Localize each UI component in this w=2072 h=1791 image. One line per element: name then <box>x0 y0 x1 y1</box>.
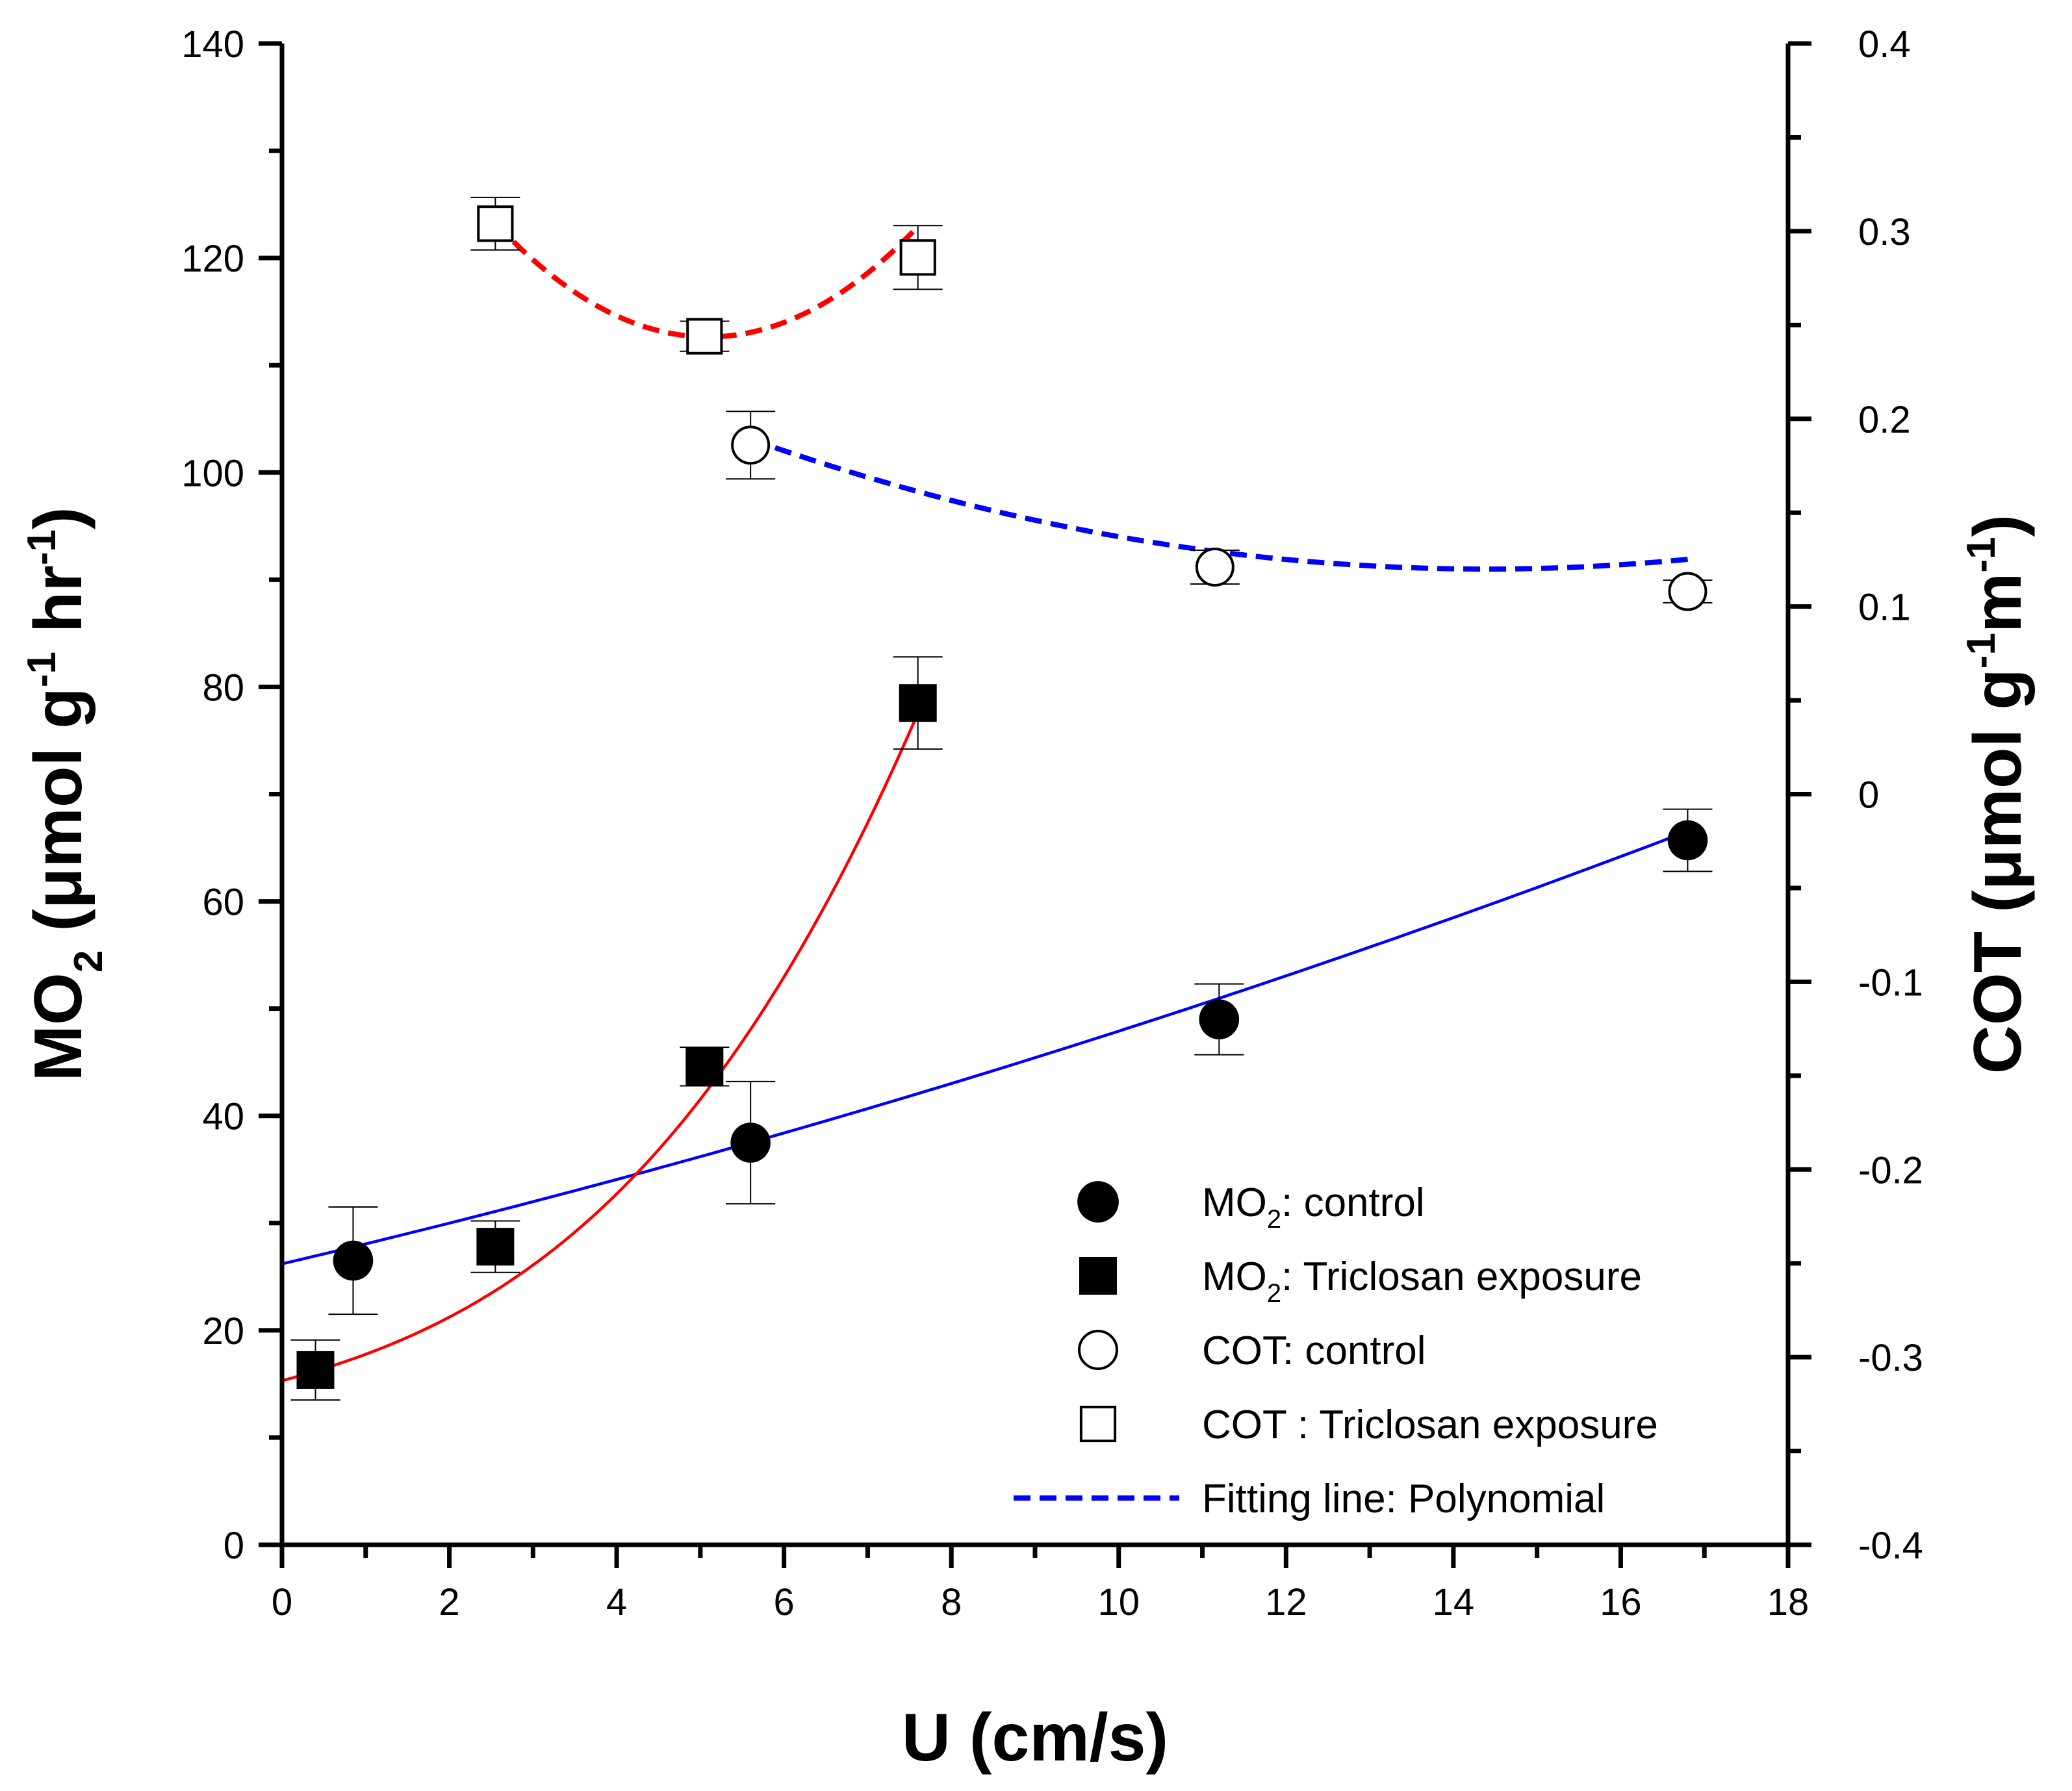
data-point-s4-p1 <box>477 205 514 242</box>
y-right-tick-label: -0.1 <box>1858 961 1923 1004</box>
y-left-title-sup-b: -1 <box>19 529 64 565</box>
data-point-s1-p1 <box>333 1240 374 1281</box>
data-point-s2-p2 <box>476 1228 515 1266</box>
data-point-s3-p1 <box>731 426 771 465</box>
y-left-tick-label: 20 <box>202 1310 244 1353</box>
y-right-tick-label: 0.4 <box>1858 23 1911 66</box>
legend-label-sub: 2 <box>1267 1205 1281 1234</box>
legend-label-main: MO <box>1202 1254 1267 1299</box>
fit-line-2 <box>281 712 919 1382</box>
x-tick-label: 2 <box>439 1581 459 1623</box>
y-left-axis-title: MO2 (μmol g-1 hr-1) <box>19 507 111 1081</box>
y-left-title-unit-b: hr <box>21 565 96 652</box>
x-tick-label: 0 <box>272 1581 292 1623</box>
y-right-title-close: ) <box>1960 514 2036 537</box>
y-left-tick-label: 140 <box>181 23 244 66</box>
y-right-axis-title: COT (μmol g-1m-1) <box>1959 514 2036 1074</box>
y-left-title-sub: 2 <box>66 950 111 972</box>
y-right-tick-label: 0 <box>1858 774 1879 817</box>
y-left-title-close: ) <box>21 507 96 529</box>
data-point-s1-p2 <box>730 1123 771 1163</box>
legend-marker-1 <box>1077 1181 1119 1223</box>
legend-label-rest: : control <box>1281 1180 1425 1225</box>
data-point-s4-p3 <box>899 239 936 276</box>
y-right-title-main: COT (μmol g <box>1960 668 2036 1074</box>
x-tick-label: 10 <box>1098 1581 1140 1623</box>
legend-label-sub: 2 <box>1267 1279 1281 1308</box>
y-left-tick-label: 80 <box>202 667 244 709</box>
legend-label-2: MO2: Triclosan exposure <box>1202 1254 1642 1308</box>
y-right-title-sup: -1 <box>1959 633 2004 668</box>
y-right-tick-label: -0.2 <box>1858 1149 1923 1191</box>
y-left-tick-label: 100 <box>181 452 244 494</box>
legend-label-main: COT: control <box>1202 1328 1426 1373</box>
data-point-s2-p4 <box>899 684 937 722</box>
x-tick-label: 8 <box>941 1581 962 1623</box>
y-right-title-sup-b: -1 <box>1959 537 2004 572</box>
x-axis-title: U (cm/s) <box>902 1700 1168 1775</box>
y-left-tick-label: 0 <box>224 1525 244 1567</box>
fit-line-3 <box>749 437 1693 572</box>
y-right-title-unit-b: m <box>1960 573 2036 633</box>
x-tick-label: 4 <box>606 1581 627 1623</box>
y-right-tick-label: -0.4 <box>1858 1525 1923 1567</box>
legend-label-1: MO2: control <box>1202 1180 1425 1234</box>
y-left-title-main: MO <box>21 972 96 1082</box>
y-right-tick-label: 0.2 <box>1858 399 1911 441</box>
data-point-s3-p2 <box>1195 547 1234 587</box>
plot-area <box>281 196 1713 1401</box>
legend-label-3: COT: control <box>1202 1328 1426 1373</box>
y-left-tick-label: 40 <box>202 1096 244 1138</box>
y-right-tick-label: 0.3 <box>1858 211 1911 253</box>
x-tick-label: 12 <box>1265 1581 1307 1623</box>
data-point-s2-p3 <box>685 1047 724 1086</box>
fit-line-1 <box>281 828 1693 1265</box>
legend-label-4: COT : Triclosan exposure <box>1202 1403 1658 1447</box>
legend-marker-2 <box>1079 1257 1117 1295</box>
y-right-tick-label: 0.1 <box>1858 587 1911 629</box>
legend-marker-3 <box>1078 1330 1118 1370</box>
x-tick-label: 14 <box>1433 1581 1475 1623</box>
legend-label-rest: : Triclosan exposure <box>1281 1254 1642 1299</box>
legend-label-main: COT : Triclosan exposure <box>1202 1403 1658 1447</box>
legend-label-main: Fitting line: Polynomial <box>1202 1477 1605 1521</box>
data-point-s1-p3 <box>1199 999 1240 1039</box>
y-left-tick-label: 120 <box>181 238 244 280</box>
legend-label-5: Fitting line: Polynomial <box>1202 1477 1605 1521</box>
x-tick-label: 16 <box>1600 1581 1642 1623</box>
legend-marker-4 <box>1079 1405 1117 1443</box>
y-right-tick-label: -0.3 <box>1858 1337 1923 1379</box>
x-tick-label: 18 <box>1767 1581 1810 1623</box>
x-tick-label: 6 <box>774 1581 795 1623</box>
data-point-s2-p1 <box>296 1351 335 1389</box>
data-point-s4-p2 <box>686 318 723 355</box>
data-point-s3-p3 <box>1668 572 1707 611</box>
axes: 0 2 4 6 8 10 12 14 16 18020406080100120140-0.4-0.… <box>19 23 2036 1775</box>
data-point-s1-p4 <box>1667 820 1708 861</box>
y-left-title-unit: (μmol g <box>21 687 96 950</box>
y-left-title-sup: -1 <box>19 652 64 687</box>
legend-label-main: MO <box>1202 1180 1267 1225</box>
y-left-tick-label: 60 <box>202 882 244 924</box>
